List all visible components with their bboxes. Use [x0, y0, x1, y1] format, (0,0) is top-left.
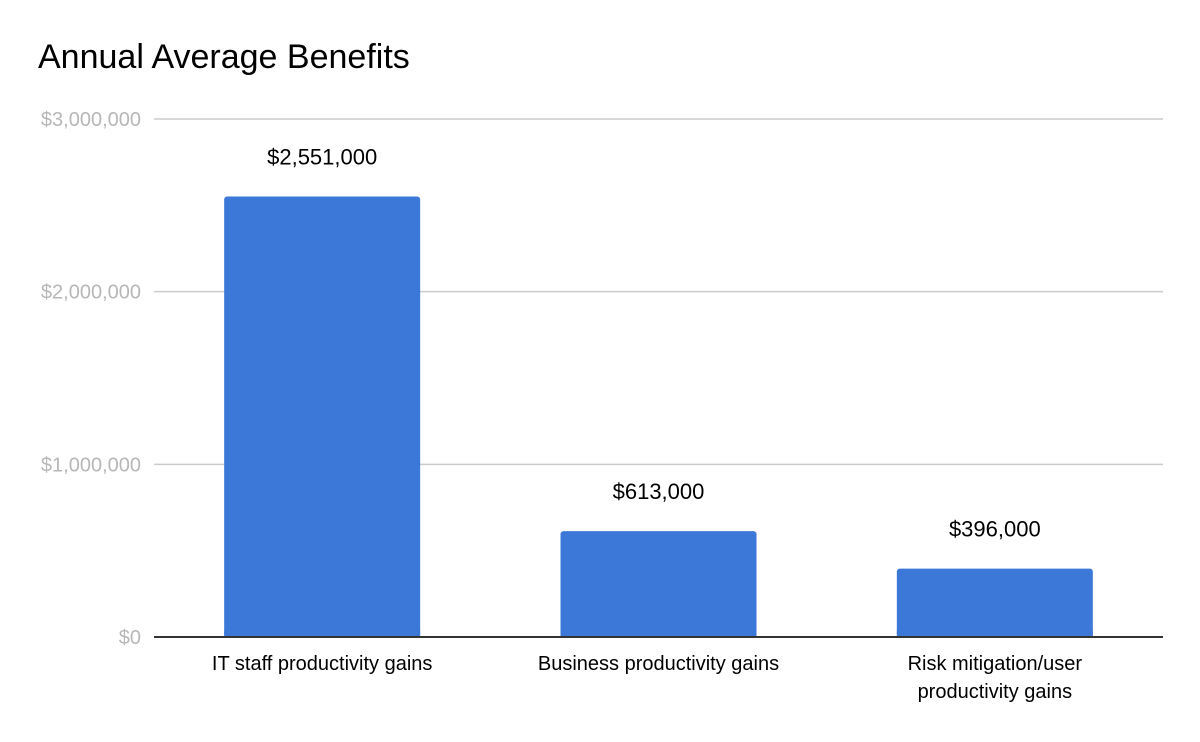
y-tick-label: $2,000,000: [41, 282, 141, 304]
y-tick-label: $3,000,000: [41, 109, 141, 131]
x-category-label: Risk mitigation/user productivity gains: [908, 653, 1083, 703]
bar: [896, 568, 1093, 637]
x-category-label-line: productivity gains: [918, 681, 1073, 703]
chart-title: Annual Average Benefits: [38, 38, 410, 76]
data-labels: $2,551,000 $613,000 $396,000: [267, 145, 1041, 542]
data-label: $613,000: [613, 479, 705, 504]
data-label: $2,551,000: [267, 145, 377, 170]
bar: [560, 531, 757, 637]
x-category-label: Business productivity gains: [538, 653, 779, 675]
x-category-label: IT staff productivity gains: [212, 653, 432, 675]
bar-base: [224, 631, 421, 637]
y-tick-label: $0: [119, 627, 141, 649]
y-tick-label: $1,000,000: [41, 454, 141, 476]
bar-base: [560, 631, 757, 637]
x-category-label-line: IT staff productivity gains: [212, 653, 432, 675]
y-axis-tick-labels: $0 $1,000,000 $2,000,000 $3,000,000: [41, 109, 141, 649]
x-category-label-line: Risk mitigation/user: [908, 653, 1083, 675]
bars: [224, 196, 1093, 637]
bar: [224, 196, 421, 637]
data-label: $396,000: [949, 517, 1041, 542]
x-axis-category-labels: IT staff productivity gains Business prod…: [212, 653, 1082, 703]
x-category-label-line: Business productivity gains: [538, 653, 779, 675]
bar-base: [896, 631, 1093, 637]
